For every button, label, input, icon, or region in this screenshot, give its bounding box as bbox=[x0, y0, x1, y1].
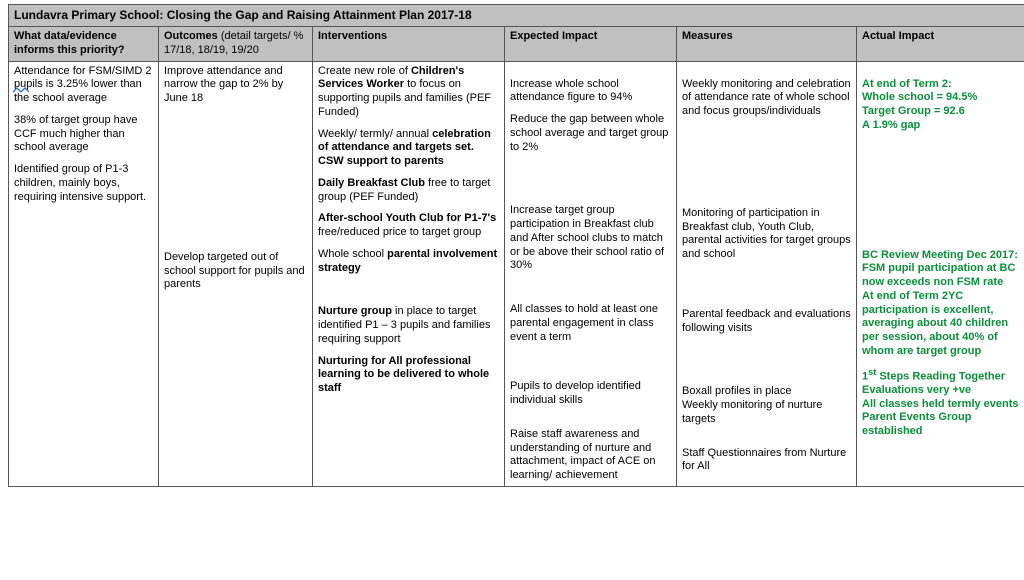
evidence-p2: 38% of target group have CCF much higher… bbox=[14, 114, 153, 155]
measure-p1: Weekly monitoring and celebration of att… bbox=[682, 78, 851, 119]
col-header-actual-impact: Actual Impact bbox=[857, 27, 1024, 62]
intervention-p3: Daily Breakfast Club free to target grou… bbox=[318, 177, 499, 205]
table-title: Lundavra Primary School: Closing the Gap… bbox=[9, 5, 1024, 27]
intervention-p4: After-school Youth Club for P1-7's free/… bbox=[318, 212, 499, 240]
expected-p1: Increase whole school attendance figure … bbox=[510, 78, 671, 106]
header-row: What data/evidence informs this priority… bbox=[9, 27, 1024, 62]
cell-data-evidence: Attendance for FSM/SIMD 2 pupils is 3.25… bbox=[9, 61, 159, 486]
outcome-p2: Develop targeted out of school support f… bbox=[164, 251, 307, 292]
table-row: Attendance for FSM/SIMD 2 pupils is 3.25… bbox=[9, 61, 1024, 486]
intervention-p5: Whole school parental involvement strate… bbox=[318, 248, 499, 276]
measure-p3: Parental feedback and evaluations follow… bbox=[682, 308, 851, 336]
col-header-data-evidence: What data/evidence informs this priority… bbox=[9, 27, 159, 62]
cell-measures: Weekly monitoring and celebration of att… bbox=[677, 61, 857, 486]
expected-p3: Increase target group participation in B… bbox=[510, 204, 671, 273]
cell-interventions: Create new role of Children's Services W… bbox=[313, 61, 505, 486]
evidence-p3: Identified group of P1-3 children, mainl… bbox=[14, 163, 153, 204]
plan-table: Lundavra Primary School: Closing the Gap… bbox=[8, 4, 1024, 487]
intervention-p6: Nurture group in place to target identif… bbox=[318, 305, 499, 346]
indicator-icon bbox=[12, 86, 30, 96]
expected-p2: Reduce the gap between whole school aver… bbox=[510, 113, 671, 154]
actual-impact-p2: BC Review Meeting Dec 2017: FSM pupil pa… bbox=[862, 249, 1019, 359]
intervention-p2: Weekly/ termly/ annual celebration of at… bbox=[318, 128, 499, 169]
expected-p5: Pupils to develop identified individual … bbox=[510, 380, 671, 408]
col-header-measures: Measures bbox=[677, 27, 857, 62]
col-header-interventions: Interventions bbox=[313, 27, 505, 62]
col-header-outcomes: Outcomes (detail targets/ % 17/18, 18/19… bbox=[159, 27, 313, 62]
cell-actual-impact: At end of Term 2: Whole school = 94.5% T… bbox=[857, 61, 1024, 486]
expected-p6: Raise staff awareness and understanding … bbox=[510, 428, 671, 483]
expected-p4: All classes to hold at least one parenta… bbox=[510, 303, 671, 344]
measure-p4: Boxall profiles in placeWeekly monitorin… bbox=[682, 385, 851, 426]
cell-expected-impact: Increase whole school attendance figure … bbox=[505, 61, 677, 486]
evidence-p1: Attendance for FSM/SIMD 2 pupils is 3.25… bbox=[14, 65, 153, 106]
title-row: Lundavra Primary School: Closing the Gap… bbox=[9, 5, 1024, 27]
actual-impact-p1: At end of Term 2: Whole school = 94.5% T… bbox=[862, 78, 1019, 133]
measure-p2: Monitoring of participation in Breakfast… bbox=[682, 207, 851, 262]
intervention-p7: Nurturing for All professional learning … bbox=[318, 355, 499, 396]
measure-p5: Staff Questionnaires from Nurture for Al… bbox=[682, 447, 851, 475]
col-header-expected-impact: Expected Impact bbox=[505, 27, 677, 62]
intervention-p1: Create new role of Children's Services W… bbox=[318, 65, 499, 120]
cell-outcomes: Improve attendance and narrow the gap to… bbox=[159, 61, 313, 486]
actual-impact-p3: 1st Steps Reading Together Evaluations v… bbox=[862, 367, 1019, 439]
outcome-p1: Improve attendance and narrow the gap to… bbox=[164, 65, 307, 106]
